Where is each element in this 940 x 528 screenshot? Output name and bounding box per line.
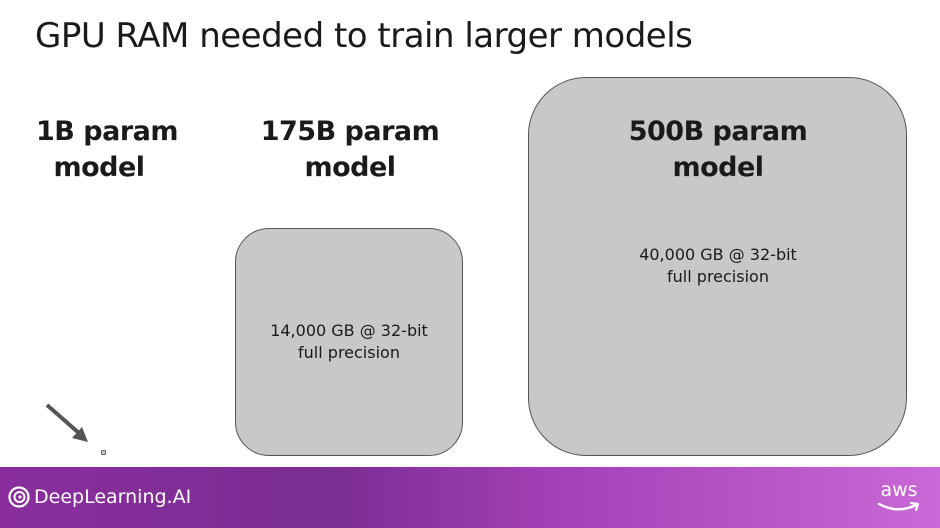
model-label-175b-line2: model [304, 152, 396, 183]
model-label-1b-line2: model [53, 152, 145, 183]
memory-text-500b: 40,000 GB @ 32-bit full precision [618, 244, 818, 288]
aws-smile-icon [877, 501, 920, 512]
model-label-1b: 1B param model [36, 114, 178, 186]
memory-text-175b-line2: full precision [298, 343, 400, 362]
memory-text-175b-line1: 14,000 GB @ 32-bit [270, 321, 428, 340]
deeplearning-ai-icon [8, 486, 30, 508]
aws-logo-text: aws [880, 479, 918, 501]
memory-text-175b: 14,000 GB @ 32-bit full precision [249, 320, 449, 364]
model-label-500b-line1: 500B param [628, 116, 808, 147]
model-label-500b: 500B param model [618, 114, 818, 186]
aws-logo: aws [876, 479, 922, 515]
memory-box-500b [528, 77, 907, 456]
footer-bar: DeepLearning.AI aws [0, 467, 940, 528]
model-label-1b-line1: 1B param [36, 116, 178, 147]
memory-text-500b-line1: 40,000 GB @ 32-bit [639, 245, 797, 264]
memory-text-500b-line2: full precision [667, 267, 769, 286]
arrow-icon [45, 403, 88, 442]
brand-name: DeepLearning.AI [34, 486, 192, 508]
model-label-175b: 175B param model [250, 114, 450, 186]
memory-box-1b [101, 450, 106, 455]
deeplearning-ai-logo: DeepLearning.AI [8, 486, 191, 508]
memory-box-175b [235, 228, 463, 456]
model-label-500b-line2: model [672, 152, 764, 183]
model-label-175b-line1: 175B param [260, 116, 440, 147]
slide-title: GPU RAM needed to train larger models [35, 16, 693, 56]
